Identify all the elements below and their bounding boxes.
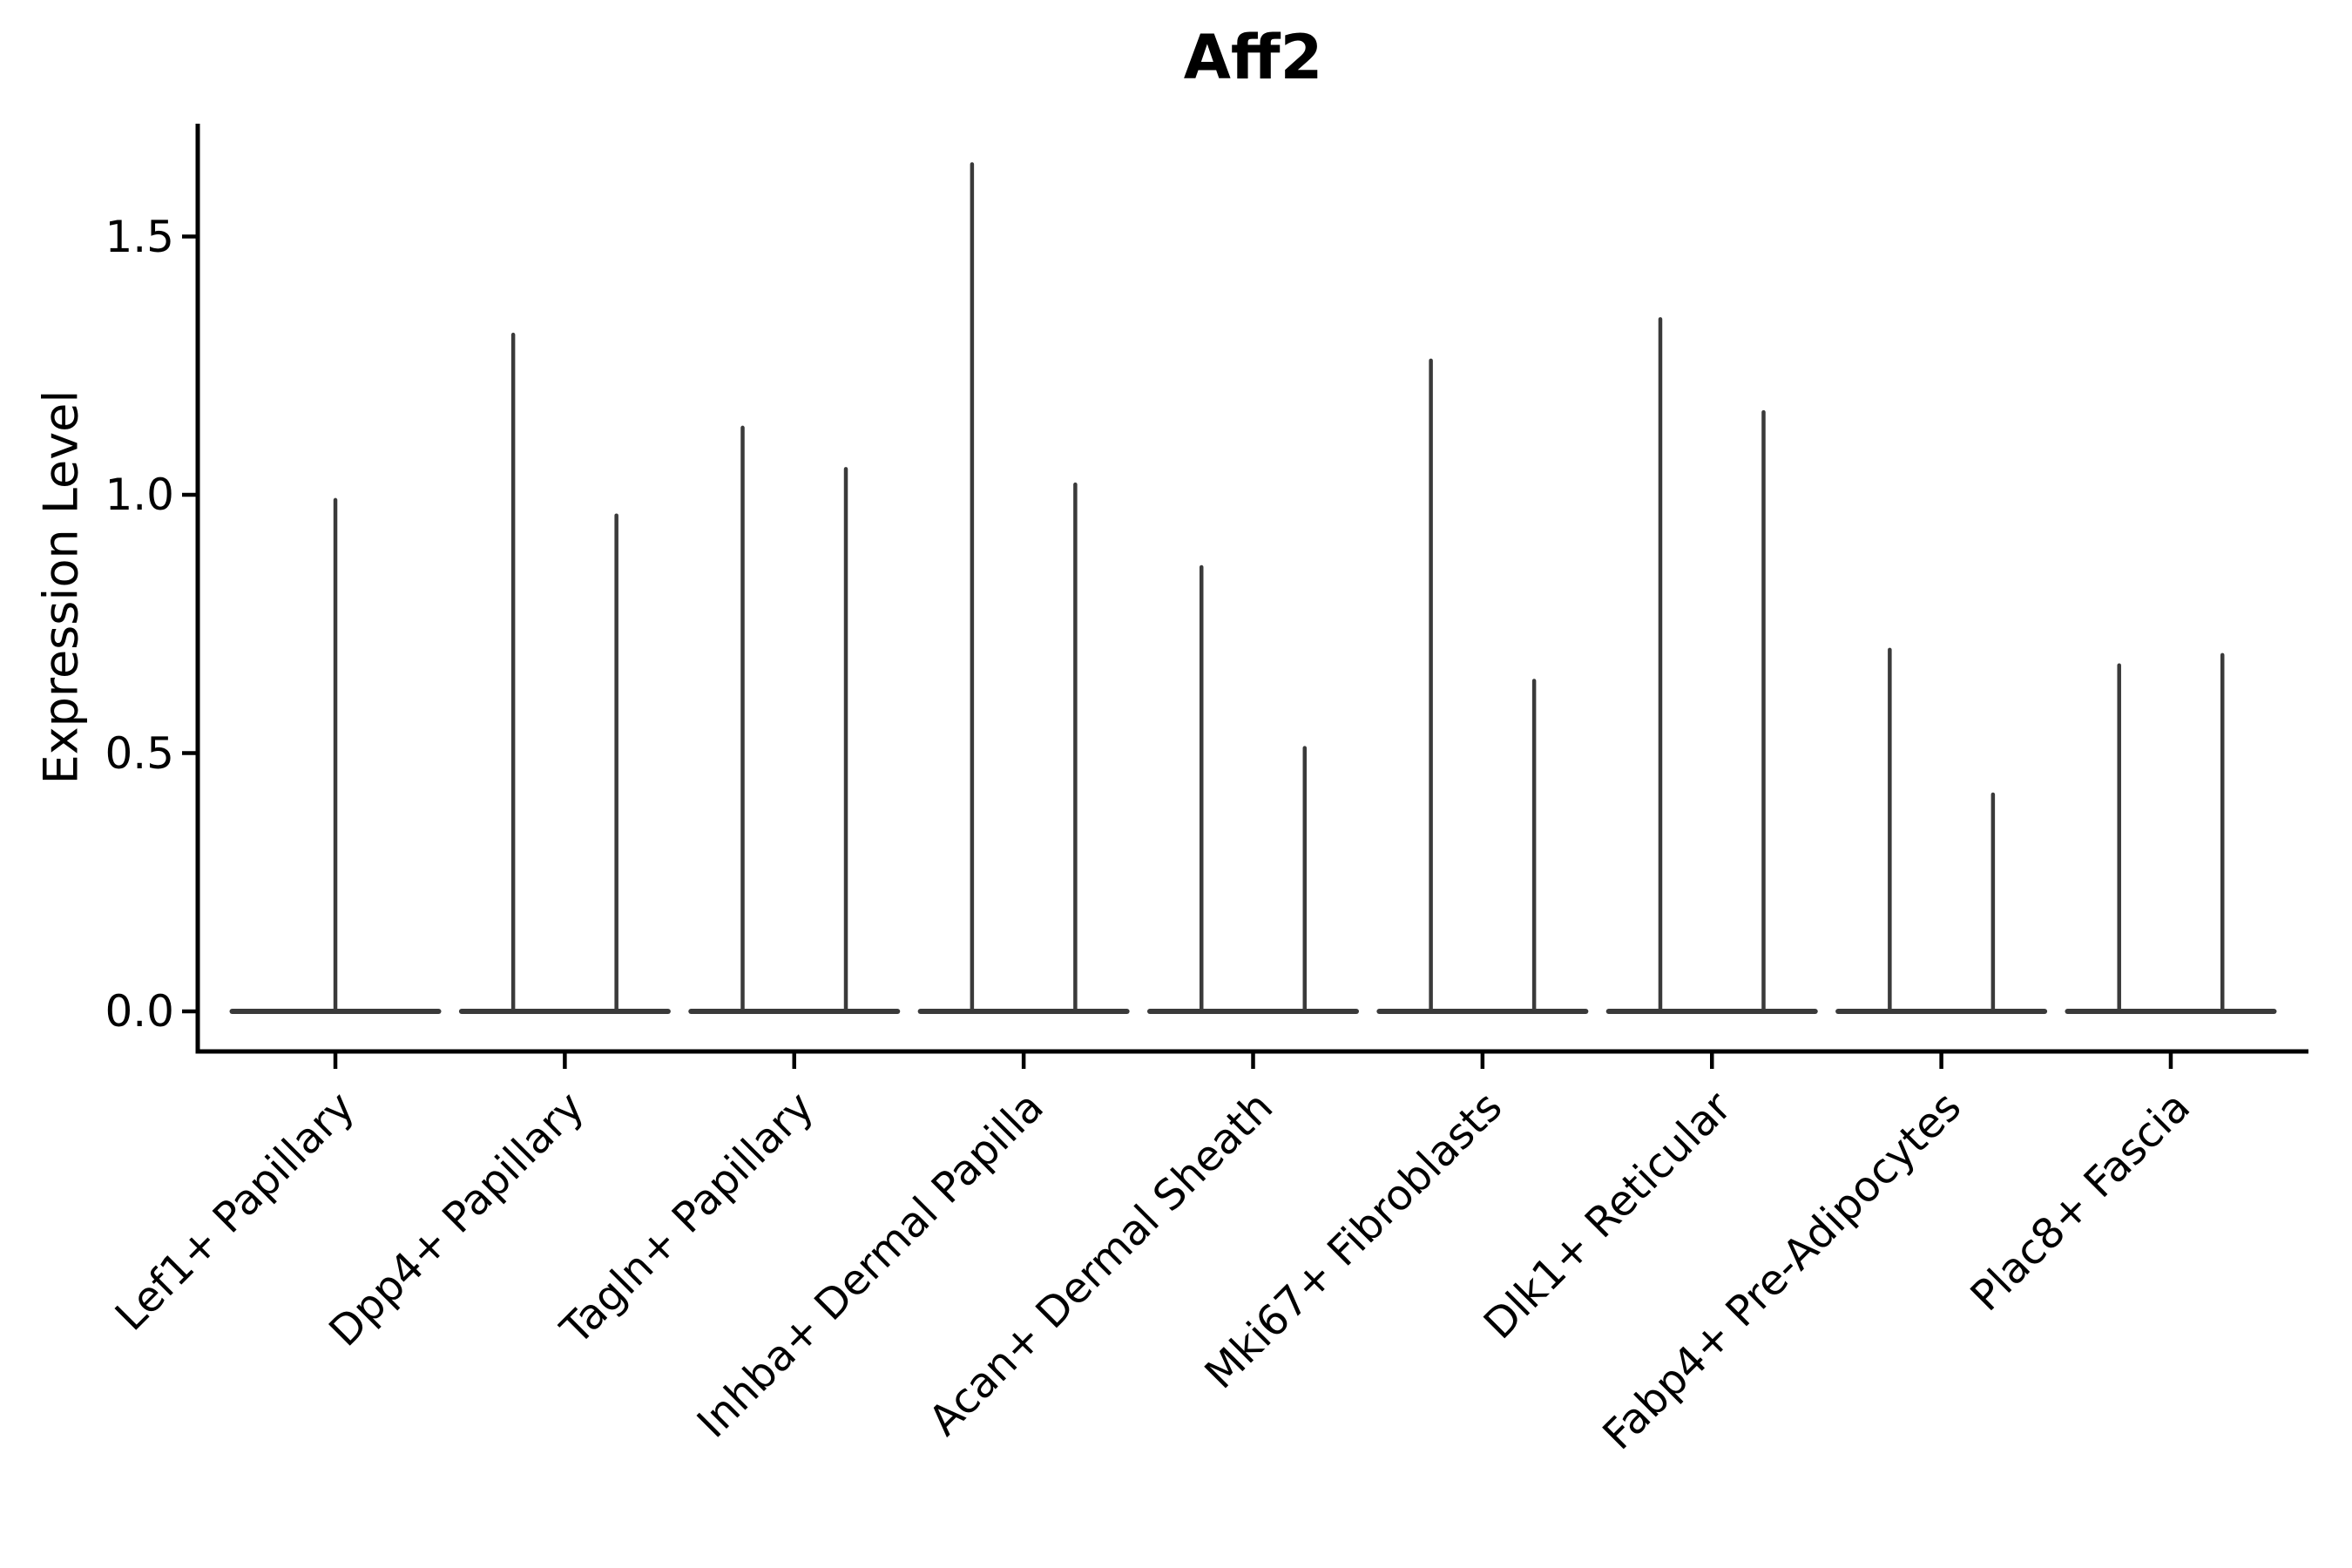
y-tick-label: 0.0 bbox=[105, 986, 174, 1037]
plot-title: Aff2 bbox=[1183, 22, 1323, 93]
y-tick-label: 0.5 bbox=[105, 727, 174, 779]
y-tick-label: 1.0 bbox=[105, 470, 174, 520]
y-tick-label: 1.5 bbox=[105, 211, 174, 262]
y-axis-label: Expression Level bbox=[33, 389, 89, 785]
